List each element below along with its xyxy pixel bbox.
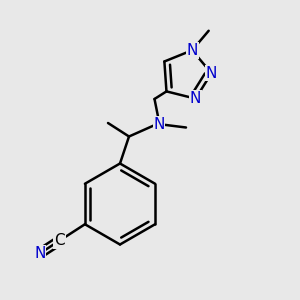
Text: N: N bbox=[190, 91, 201, 106]
Text: N: N bbox=[153, 117, 165, 132]
Text: N: N bbox=[206, 66, 217, 81]
Text: C: C bbox=[54, 233, 65, 248]
Text: N: N bbox=[34, 246, 46, 261]
Text: N: N bbox=[187, 43, 198, 58]
